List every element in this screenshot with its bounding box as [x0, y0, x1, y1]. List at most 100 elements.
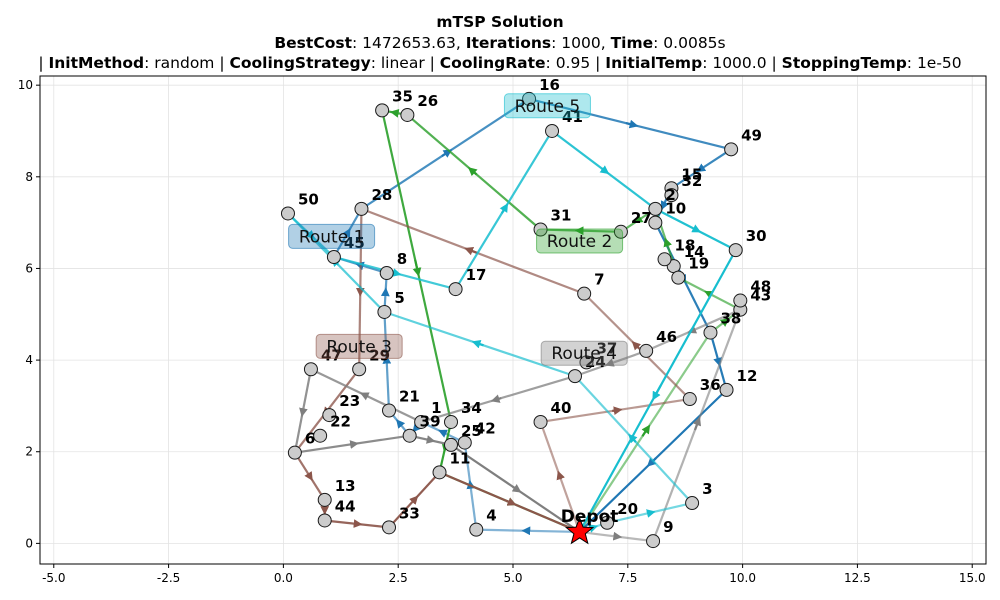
city-point: [522, 91, 537, 106]
city-point: [719, 382, 734, 397]
y-tick-label: 6: [25, 261, 33, 275]
route-arrow: [412, 259, 422, 277]
x-tick-label: -2.5: [157, 571, 180, 585]
city-label: 1: [431, 399, 441, 417]
route-label-text: Route 1: [299, 227, 365, 247]
city-label: 48: [750, 278, 771, 296]
depot-label: Depot: [561, 507, 619, 527]
city-point: [317, 513, 332, 528]
city-point: [639, 343, 654, 358]
city-point: [322, 408, 337, 423]
route-arrow: [612, 406, 623, 416]
city-label: 49: [741, 126, 762, 144]
city-label: 28: [371, 186, 392, 204]
city-point: [303, 362, 318, 377]
city-label: 27: [631, 209, 652, 227]
city-point: [664, 188, 679, 203]
city-label: 24: [585, 353, 606, 371]
x-tick-label: 12.5: [844, 571, 871, 585]
route-arrow: [646, 509, 656, 518]
city-label: 12: [737, 367, 758, 385]
title-key: Iterations: [465, 33, 552, 52]
city-label: 46: [656, 328, 677, 346]
city-label: 2: [665, 186, 675, 204]
route-arrow: [359, 392, 370, 401]
city-point: [326, 249, 341, 264]
city-point: [400, 107, 415, 122]
x-tick-label: 10.0: [729, 571, 756, 585]
route-arrow: [349, 440, 359, 449]
city-point: [545, 123, 560, 138]
x-tick-label: 5.0: [503, 571, 522, 585]
grid: [40, 76, 986, 564]
city-label: 4: [486, 507, 496, 525]
city-point: [457, 435, 472, 450]
city-label: 5: [394, 289, 404, 307]
title-key: StoppingTemp: [781, 54, 907, 72]
route-arrow: [556, 470, 565, 481]
city-label: 14: [684, 243, 705, 261]
route-arrow: [464, 247, 478, 256]
city-point: [313, 428, 328, 443]
route-arrow: [490, 394, 502, 403]
city-label: 19: [688, 255, 709, 273]
route-arrow: [692, 416, 701, 431]
route-arrow: [719, 318, 730, 327]
x-tick-label: 7.5: [618, 571, 637, 585]
city-label: 38: [720, 310, 741, 328]
city-point: [685, 496, 700, 511]
city-label: 45: [344, 234, 365, 252]
y-tick-label: 2: [25, 445, 33, 459]
route-label-box: [536, 228, 624, 254]
city-label: 43: [750, 287, 771, 305]
city-label: 29: [369, 346, 390, 364]
city-point: [377, 304, 392, 319]
city-label: 16: [539, 76, 560, 94]
city-point: [354, 201, 369, 216]
city-label: 40: [551, 399, 572, 417]
city-label: 31: [551, 207, 572, 225]
city-point: [567, 369, 582, 384]
city-label: 30: [746, 227, 767, 245]
city-point: [402, 428, 417, 443]
city-point: [382, 403, 397, 418]
x-tick-label: -5.0: [42, 571, 65, 585]
title-key: CoolingStrategy: [229, 54, 371, 72]
route-label-text: Route 5: [515, 97, 581, 117]
city-labels: 1345678910111213141516171819202122232425…: [298, 76, 771, 536]
route-label-box: [540, 340, 628, 366]
city-label: 10: [665, 200, 686, 218]
city-label: 8: [397, 250, 407, 268]
route-arrow: [342, 228, 351, 238]
route-labels: Route 1 Route 2 Route 3 Route 4 Route 5: [288, 93, 628, 366]
city-label: 15: [681, 165, 702, 183]
city-label: 26: [417, 92, 438, 110]
route-arrow: [305, 229, 316, 240]
city-point: [280, 206, 295, 221]
city-label: 9: [663, 518, 673, 536]
city-point: [577, 286, 592, 301]
city-label: 37: [596, 339, 617, 357]
title-key: InitMethod: [48, 54, 145, 72]
route-arrow: [304, 471, 313, 481]
city-label: 17: [466, 266, 487, 284]
title-key: CoolingRate: [439, 54, 546, 72]
route-label-text: Route 4: [551, 344, 617, 364]
city-point: [724, 142, 739, 157]
city-label: 6: [305, 430, 315, 448]
chart-subtitle: BestCost: 1472653.63, Iterations: 1000, …: [274, 33, 726, 52]
route-arrow: [652, 384, 662, 401]
route-arrow: [660, 200, 669, 211]
route-arrow: [633, 214, 644, 224]
city-point: [728, 243, 743, 258]
city-point: [703, 325, 718, 340]
city-point: [379, 266, 394, 281]
x-tick-label: 15.0: [959, 571, 986, 585]
chart-title-block: mTSP Solution BestCost: 1472653.63, Iter…: [0, 12, 1000, 74]
city-label: 47: [321, 346, 342, 364]
city-point: [648, 201, 663, 216]
route-label-text: Route 2: [547, 232, 613, 252]
route-label-text: Route 3: [326, 337, 392, 357]
y-tick-label: 8: [25, 170, 33, 184]
route-label-box: [315, 333, 403, 359]
